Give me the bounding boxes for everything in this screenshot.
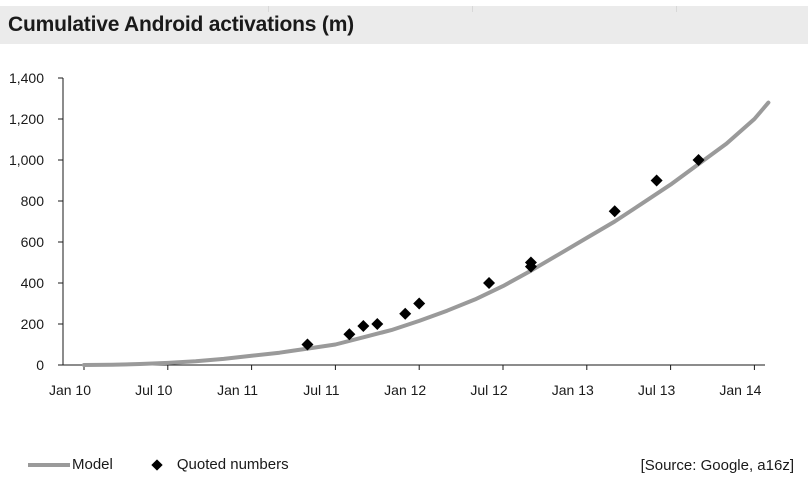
quoted-point bbox=[343, 328, 356, 341]
title-divider-tick bbox=[472, 6, 473, 12]
title-divider-tick bbox=[268, 6, 269, 12]
quoted-point bbox=[524, 256, 537, 269]
chart-title: Cumulative Android activations (m) bbox=[8, 13, 354, 36]
x-tick-label: Jan 12 bbox=[384, 382, 426, 398]
legend-model-label: Model bbox=[72, 456, 113, 473]
x-tick-label: Jan 13 bbox=[552, 382, 594, 398]
x-tick-label: Jul 11 bbox=[303, 382, 340, 398]
x-tick-label: Jul 12 bbox=[470, 382, 508, 398]
quoted-point bbox=[399, 307, 412, 320]
model-line bbox=[82, 100, 771, 367]
quoted-point bbox=[371, 318, 384, 330]
chart-title-bar: Cumulative Android activations (m) bbox=[0, 6, 808, 44]
y-tick-label: 1,400 bbox=[9, 70, 44, 86]
x-tick-label: Jul 10 bbox=[135, 382, 173, 398]
y-tick-label: 400 bbox=[21, 275, 45, 291]
legend-quoted-swatch bbox=[151, 458, 163, 471]
legend-model-swatch bbox=[28, 462, 70, 467]
quoted-point bbox=[357, 320, 370, 333]
chart-legend: Model Quoted numbers bbox=[28, 456, 289, 473]
axes bbox=[62, 78, 765, 366]
y-tick-label: 0 bbox=[36, 357, 44, 373]
quoted-point bbox=[301, 338, 314, 351]
quoted-point bbox=[483, 277, 496, 289]
x-tick-label: Jul 13 bbox=[638, 382, 676, 398]
x-tick-label: Jan 11 bbox=[217, 382, 258, 398]
y-tick-label: 1,200 bbox=[9, 111, 44, 127]
quoted-point bbox=[608, 205, 621, 218]
source-note: [Source: Google, a16z] bbox=[640, 457, 794, 474]
model-series bbox=[82, 100, 771, 367]
quoted-point bbox=[413, 297, 426, 310]
quoted-series bbox=[301, 154, 705, 351]
x-axis-ticks: Jan 10 Jul 10 Jan 11 Jul 11 Jan 12 Jul 12 Jan … bbox=[49, 365, 762, 398]
quoted-point bbox=[650, 174, 663, 187]
y-tick-label: 800 bbox=[21, 193, 45, 209]
y-tick-label: 1,000 bbox=[9, 152, 44, 168]
x-tick-label: Jan 10 bbox=[49, 382, 91, 398]
y-axis-ticks: 0 200 400 600 800 1,000 1,200 1,400 bbox=[9, 70, 63, 373]
legend-quoted-label: Quoted numbers bbox=[176, 456, 289, 473]
y-tick-label: 200 bbox=[21, 316, 45, 332]
quoted-point bbox=[692, 154, 705, 166]
title-divider-tick bbox=[676, 6, 677, 12]
y-tick-label: 600 bbox=[21, 234, 45, 250]
x-tick-label: Jan 14 bbox=[719, 382, 761, 398]
